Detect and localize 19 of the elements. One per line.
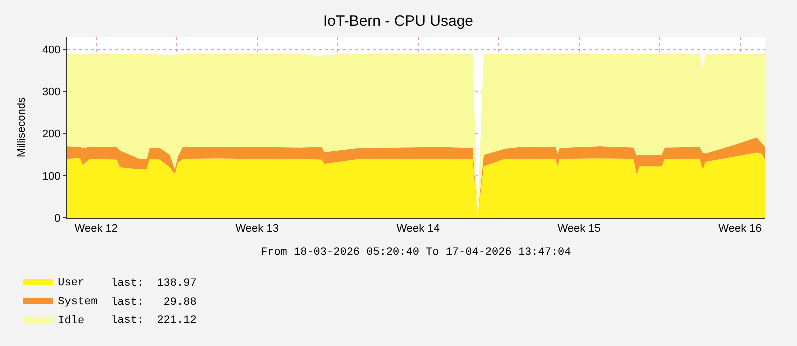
x-tick-label: Week 15 bbox=[558, 223, 601, 236]
x-tick-label: Week 16 bbox=[718, 223, 762, 236]
y-tick-label: 200 bbox=[42, 128, 61, 141]
y-tick-label: 0 bbox=[54, 212, 61, 225]
y-tick-label: 300 bbox=[42, 86, 61, 99]
y-axis-title: Milliseconds bbox=[16, 97, 28, 158]
legend-label: System bbox=[58, 296, 98, 309]
chart-title: IoT-Bern - CPU Usage bbox=[323, 13, 474, 30]
x-tick-label: Week 12 bbox=[74, 223, 118, 236]
legend-label: User bbox=[58, 278, 85, 290]
y-tick-label: 100 bbox=[42, 170, 61, 183]
text: last: 29.88 bbox=[111, 297, 197, 309]
legend-label: Idle bbox=[58, 316, 85, 328]
y-tick-label: 400 bbox=[42, 44, 61, 56]
text: last: 221.12 bbox=[111, 315, 197, 327]
text: From 18-03-2026 05:20:40 To 17-04-2026 13:47:04 bbox=[261, 247, 572, 259]
x-tick-label: Week 14 bbox=[396, 223, 440, 236]
text: last: 138.97 bbox=[111, 278, 197, 290]
x-tick-label: Week 13 bbox=[236, 223, 279, 236]
